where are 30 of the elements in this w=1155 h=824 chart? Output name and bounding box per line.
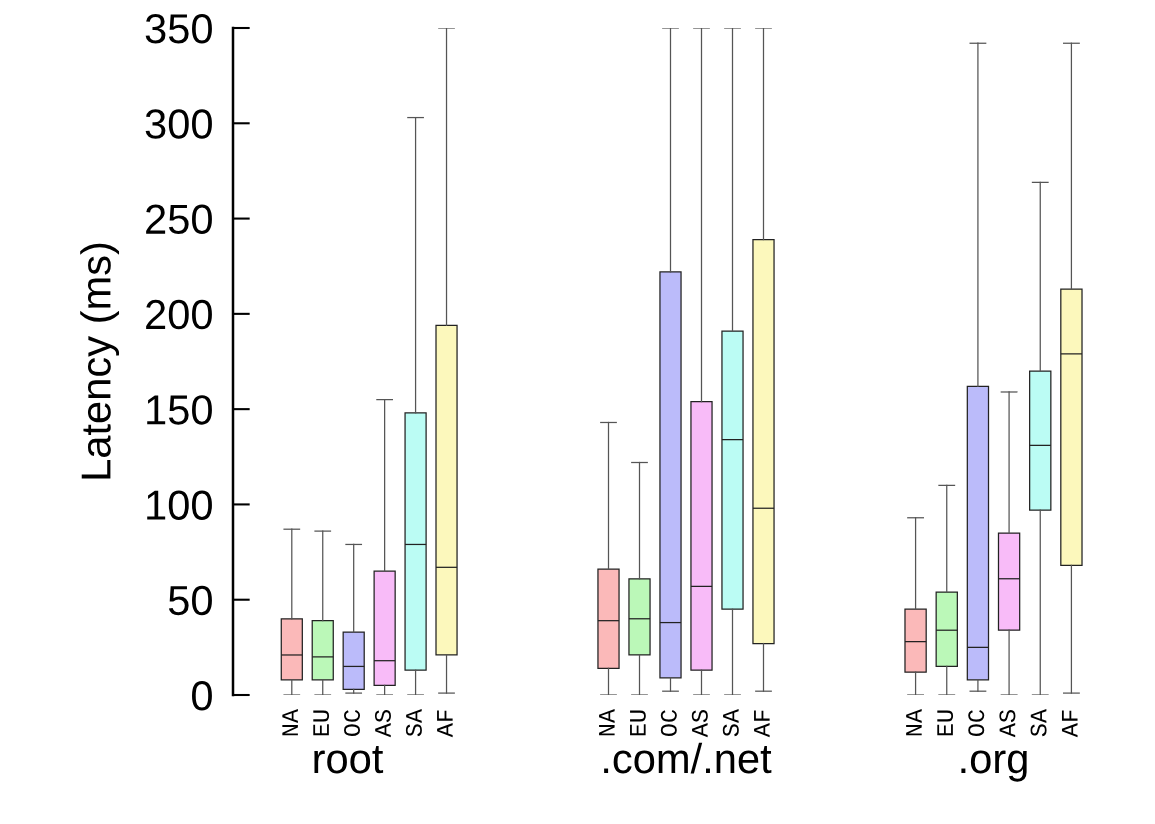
x-tick-label: NA bbox=[599, 708, 615, 736]
x-tick-label: EU bbox=[630, 710, 646, 736]
x-tick-label: AS bbox=[999, 710, 1016, 738]
y-tick-label: 300 bbox=[145, 109, 212, 139]
x-tick-label: OC bbox=[344, 709, 361, 737]
x-tick-label: SA bbox=[405, 708, 422, 737]
x-tick-label: EU bbox=[313, 710, 330, 736]
x-tick-label: AF bbox=[437, 710, 453, 738]
y-tick-label: 250 bbox=[146, 204, 212, 235]
x-tick-label: SA bbox=[1030, 708, 1047, 737]
y-tick-label: 50 bbox=[168, 585, 212, 616]
y-tick-label: 0 bbox=[192, 681, 212, 711]
x-tick-label: SA bbox=[722, 708, 739, 737]
x-tick-label: NA bbox=[906, 708, 922, 736]
x-tick-label: AS bbox=[374, 710, 391, 738]
x-tick-label: OC bbox=[968, 709, 985, 737]
x-tick-label: NA bbox=[282, 708, 298, 736]
x-tick-label: AS bbox=[691, 710, 708, 738]
x-tick-label: AF bbox=[754, 710, 770, 738]
y-tick-label: 150 bbox=[147, 395, 212, 425]
y-tick-label: 200 bbox=[146, 299, 212, 330]
x-axis-title: .com/.net bbox=[604, 742, 772, 774]
y-axis-title: Latency (ms) bbox=[80, 243, 120, 479]
x-tick-label: AF bbox=[1061, 710, 1078, 738]
y-tick-label: 100 bbox=[147, 490, 212, 520]
x-tick-label: OC bbox=[660, 709, 677, 737]
x-axis-title: root bbox=[314, 746, 384, 774]
x-tick-label: EU bbox=[937, 710, 954, 736]
y-tick-label: 350 bbox=[145, 14, 212, 44]
x-axis-title: .org bbox=[961, 750, 1027, 782]
